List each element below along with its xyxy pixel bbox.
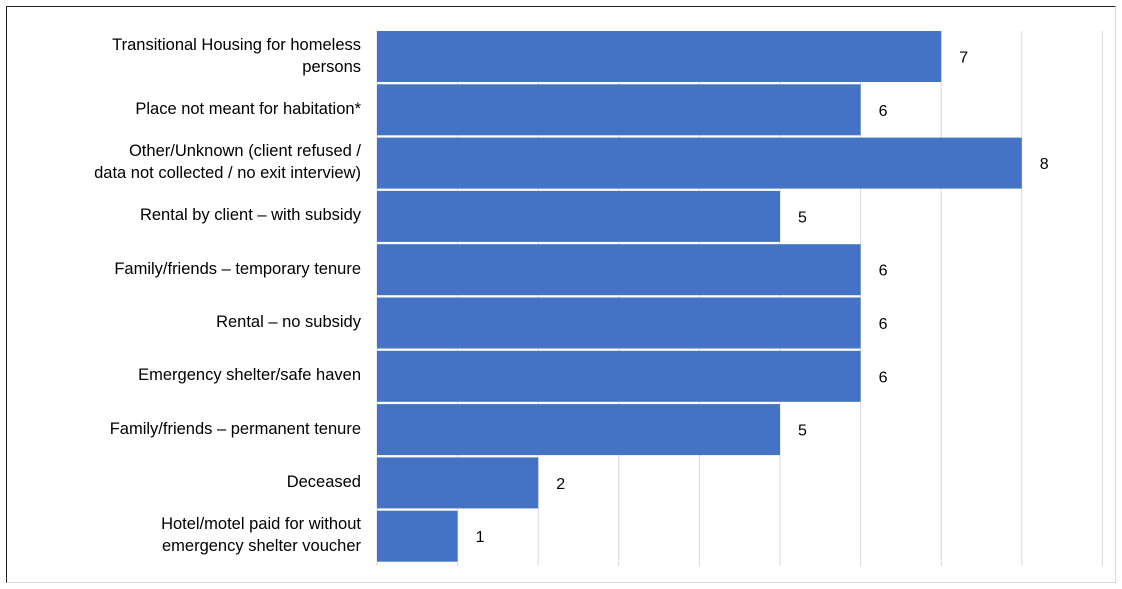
bar-2 [377, 137, 1022, 189]
bar-6 [377, 350, 861, 402]
category-label-4-line-0: Family/friends – temporary tenure [114, 259, 361, 278]
category-label-2: Other/Unknown (client refused / data not … [21, 140, 361, 184]
data-label-7: 5 [798, 423, 807, 440]
data-label-2: 8 [1040, 156, 1049, 173]
category-label-8-line-0: Deceased [286, 472, 361, 491]
bar-0 [377, 31, 942, 82]
category-label-1-line-0: Place not meant for habitation* [135, 99, 361, 118]
category-label-8: Deceased [21, 471, 361, 493]
bar-8 [377, 457, 539, 509]
category-label-9-line-1: emergency shelter voucher [161, 537, 361, 556]
category-label-3: Rental by client – with subsidy [21, 204, 361, 226]
category-label-0: Transitional Housing for homeless persons [21, 34, 361, 78]
bar-4 [377, 244, 861, 296]
category-label-5-line-0: Rental – no subsidy [216, 313, 361, 331]
category-label-6: Emergency shelter/safe haven [21, 364, 361, 386]
category-label-9: Hotel/motel paid for without emergency sh… [21, 513, 361, 557]
chart-frame [6, 6, 1116, 583]
category-label-1: Place not meant for habitation* [21, 98, 361, 120]
bar-7 [377, 404, 780, 456]
category-label-6-line-0: Emergency shelter/safe haven [138, 366, 361, 385]
category-label-3-line-0: Rental by client – with subsidy [139, 206, 361, 225]
category-label-7-line-0: Family/friends – permanent tenure [109, 419, 361, 438]
category-label-0-line-1: persons [302, 57, 361, 76]
category-label-9-line-0: Hotel/motel paid for without [161, 515, 361, 534]
data-label-6: 6 [879, 369, 888, 386]
category-label-4: Family/friends – temporary tenure [21, 258, 361, 280]
bar-3 [377, 190, 780, 242]
category-label-2-line-1: data not collected / no exit interview) [94, 164, 361, 183]
data-label-8: 2 [556, 476, 565, 493]
bar-5 [377, 297, 861, 349]
category-label-2-line-0: Other/Unknown (client refused / [128, 142, 361, 161]
data-label-9: 1 [476, 529, 485, 546]
data-label-0: 7 [959, 50, 968, 67]
data-label-3: 5 [798, 209, 807, 226]
bar-9 [377, 510, 458, 562]
category-label-5: Rental – no subsidy [21, 311, 361, 333]
bar-1 [377, 84, 861, 136]
category-label-0-line-0: Transitional Housing for homeless [112, 35, 361, 54]
category-label-7: Family/friends – permanent tenure [21, 418, 361, 440]
data-label-5: 6 [879, 316, 888, 333]
data-label-4: 6 [879, 263, 888, 280]
data-label-1: 6 [879, 103, 888, 120]
